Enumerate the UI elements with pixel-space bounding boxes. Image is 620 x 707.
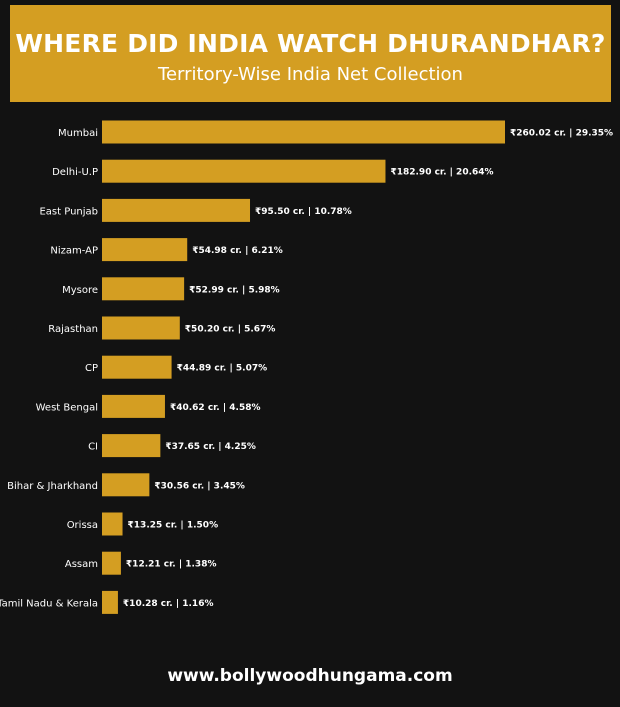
data-label: ₹260.02 cr. | 29.35% — [510, 129, 613, 139]
bar — [102, 316, 180, 340]
bar — [102, 512, 123, 536]
category-label: Rajasthan — [48, 324, 98, 335]
category-label: West Bengal — [36, 402, 98, 413]
chart-subtitle: Territory-Wise India Net Collection — [158, 64, 463, 85]
data-label: ₹40.62 cr. | 4.58% — [170, 403, 261, 413]
website-footer[interactable]: www.bollywoodhungama.com — [167, 666, 453, 686]
bar — [102, 473, 150, 497]
category-label: Nizam-AP — [50, 246, 98, 257]
bar — [102, 355, 172, 379]
data-label: ₹30.56 cr. | 3.45% — [154, 481, 245, 491]
bar — [102, 120, 505, 144]
data-label: ₹54.98 cr. | 6.21% — [192, 246, 283, 256]
category-label: CP — [85, 363, 98, 374]
bar — [102, 394, 165, 418]
category-label: East Punjab — [39, 206, 98, 217]
data-label: ₹10.28 cr. | 1.16% — [123, 599, 214, 609]
bar — [102, 198, 251, 222]
data-label: ₹50.20 cr. | 5.67% — [185, 325, 276, 335]
data-label: ₹44.89 cr. | 5.07% — [177, 364, 268, 374]
category-label: Orissa — [67, 520, 98, 531]
category-label: Mumbai — [58, 128, 98, 139]
bar-chart: Mumbai ₹260.02 cr. | 29.35% Delhi-U.P ₹182.… — [0, 120, 613, 614]
bar — [102, 551, 121, 575]
data-label: ₹37.65 cr. | 4.25% — [165, 442, 256, 452]
bar — [102, 590, 118, 614]
category-label: Tamil Nadu & Kerala — [0, 598, 98, 609]
data-label: ₹12.21 cr. | 1.38% — [126, 560, 217, 570]
bar — [102, 238, 188, 262]
bar — [102, 277, 185, 301]
category-label: Delhi-U.P — [52, 167, 98, 178]
data-label: ₹13.25 cr. | 1.50% — [128, 521, 219, 531]
category-label: Assam — [65, 559, 98, 570]
data-label: ₹95.50 cr. | 10.78% — [255, 207, 352, 217]
bar — [102, 159, 386, 183]
chart-title: WHERE DID INDIA WATCH DHURANDHAR? — [15, 29, 606, 58]
category-label: CI — [88, 442, 98, 453]
data-label: ₹182.90 cr. | 20.64% — [390, 168, 493, 178]
bar — [102, 434, 161, 458]
header-banner: WHERE DID INDIA WATCH DHURANDHAR? Territ… — [10, 5, 611, 102]
data-label: ₹52.99 cr. | 5.98% — [189, 285, 280, 295]
category-label: Mysore — [62, 285, 98, 296]
category-label: Bihar & Jharkhand — [7, 481, 98, 492]
